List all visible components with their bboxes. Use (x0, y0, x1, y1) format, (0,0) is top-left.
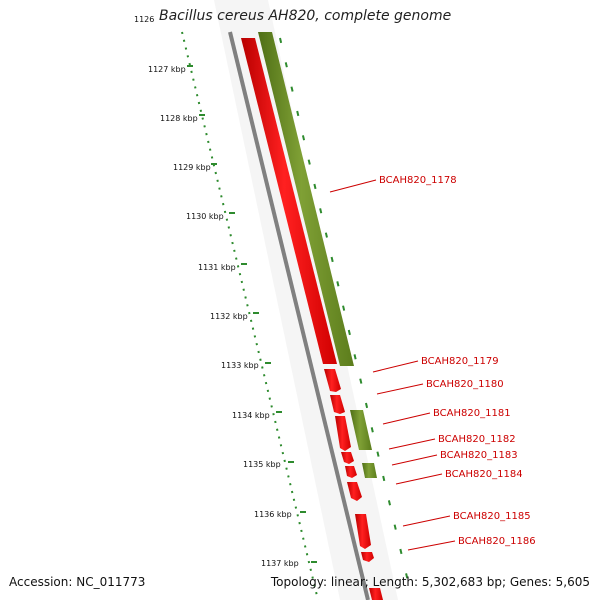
gene-label[interactable]: BCAH820_1185 (453, 511, 531, 522)
ruler-line (181, 31, 319, 601)
gene-bar-reverse[interactable] (335, 416, 351, 451)
ruler-label: 1134 kbp (232, 411, 270, 420)
gene-bar-reverse[interactable] (324, 369, 341, 392)
gene-bar-reverse[interactable] (347, 482, 362, 501)
gene-bar-reverse[interactable] (369, 588, 383, 600)
ruler-label: 1128 kbp (160, 114, 198, 123)
gene-labels[interactable]: BCAH820_1178 BCAH820_1179 BCAH820_1180 B… (379, 175, 536, 547)
gene-label[interactable]: BCAH820_1186 (458, 536, 536, 547)
ruler-ticks (187, 65, 317, 563)
ruler-label: 1137 kbp (261, 559, 299, 568)
gene-bar-forward[interactable] (258, 32, 354, 366)
gene-bar-reverse[interactable] (355, 514, 371, 549)
gene-label[interactable]: BCAH820_1182 (438, 434, 516, 445)
ruler-label: 1130 kbp (186, 212, 224, 221)
gene-label[interactable]: BCAH820_1180 (426, 379, 504, 390)
ruler-labels: 1126 1127 kbp 1128 kbp 1129 kbp 1130 kbp… (134, 15, 299, 568)
gene-label[interactable]: BCAH820_1184 (445, 469, 523, 480)
gene-bar-reverse[interactable] (361, 552, 374, 562)
gene-bar-reverse[interactable] (330, 395, 345, 414)
ruler-label: 1131 kbp (198, 263, 236, 272)
reverse-strand-genes[interactable] (241, 38, 383, 600)
ruler-label: 1132 kbp (210, 312, 248, 321)
backbone-line (228, 31, 370, 601)
gene-bar-forward[interactable] (350, 410, 372, 450)
gene-bar-reverse[interactable] (341, 452, 354, 464)
gene-label[interactable]: BCAH820_1183 (440, 450, 518, 461)
genome-summary-text: Topology: linear; Length: 5,302,683 bp; … (270, 575, 590, 589)
ruler-label: 1135 kbp (243, 460, 281, 469)
ruler-label: 1127 kbp (148, 65, 186, 74)
gene-bar-reverse[interactable] (241, 38, 337, 364)
forward-strand-genes[interactable] (258, 32, 377, 478)
accession-text: Accession: NC_011773 (9, 575, 146, 589)
ruler-label: 1133 kbp (221, 361, 259, 370)
gene-bar-reverse[interactable] (345, 466, 357, 478)
ruler-label: 1129 kbp (173, 163, 211, 172)
gene-label[interactable]: BCAH820_1178 (379, 175, 457, 186)
label-leaders (329, 179, 456, 551)
ruler-label: 1136 kbp (254, 510, 292, 519)
gene-bar-forward[interactable] (362, 463, 377, 478)
gene-label[interactable]: BCAH820_1179 (421, 356, 499, 367)
gene-label[interactable]: BCAH820_1181 (433, 408, 511, 419)
genome-title: Bacillus cereus AH820, complete genome (159, 8, 452, 24)
track-band (214, 0, 398, 600)
ruler-label: 1126 (134, 15, 154, 24)
